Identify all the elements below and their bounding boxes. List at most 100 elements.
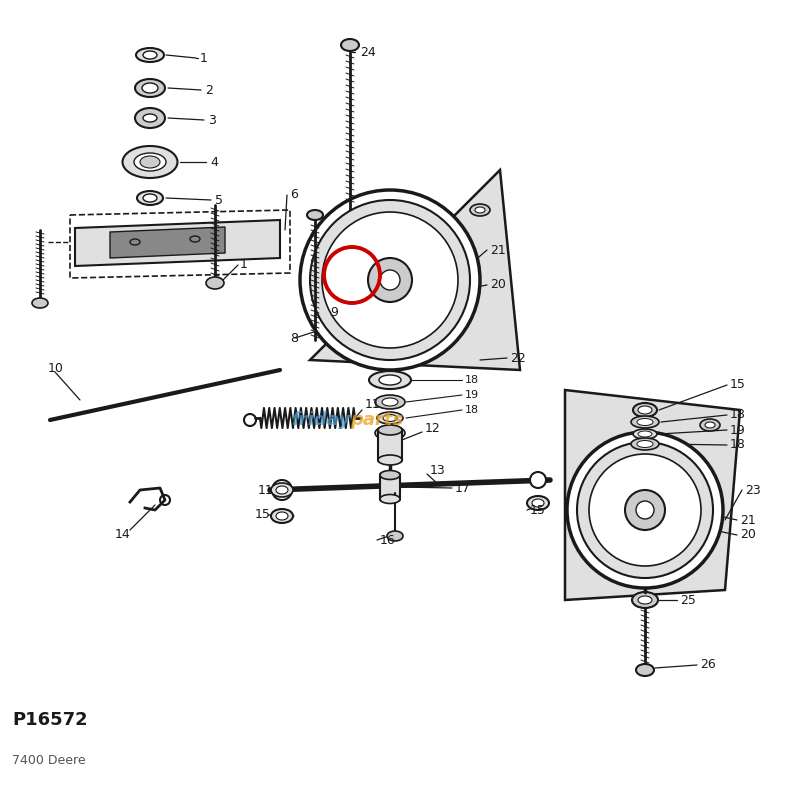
Text: 15: 15 [730, 378, 746, 391]
Ellipse shape [142, 83, 158, 93]
Ellipse shape [700, 419, 720, 431]
Text: 5: 5 [215, 194, 223, 206]
Ellipse shape [190, 236, 200, 242]
Ellipse shape [276, 486, 288, 494]
Ellipse shape [377, 412, 403, 424]
Polygon shape [565, 390, 740, 600]
Text: 15: 15 [530, 503, 546, 517]
Text: 19: 19 [730, 423, 746, 437]
Ellipse shape [631, 438, 659, 450]
Ellipse shape [130, 239, 140, 245]
Circle shape [300, 190, 480, 370]
Ellipse shape [527, 496, 549, 510]
Circle shape [636, 501, 654, 519]
Text: 19: 19 [465, 390, 479, 400]
Text: 11: 11 [365, 398, 381, 411]
Ellipse shape [137, 191, 163, 205]
Text: 4: 4 [210, 155, 218, 169]
Circle shape [567, 432, 723, 588]
Text: 12: 12 [425, 422, 441, 434]
Ellipse shape [705, 422, 715, 428]
Text: 1: 1 [200, 51, 208, 65]
Ellipse shape [637, 441, 653, 447]
Text: 20: 20 [740, 529, 756, 542]
Ellipse shape [378, 455, 402, 465]
Ellipse shape [532, 499, 544, 507]
Ellipse shape [380, 470, 400, 479]
Text: 10: 10 [48, 362, 64, 374]
Ellipse shape [633, 429, 657, 439]
Text: 7400 Deere: 7400 Deere [12, 754, 86, 766]
Polygon shape [310, 170, 520, 370]
Text: 3: 3 [208, 114, 216, 126]
Ellipse shape [383, 414, 397, 422]
Circle shape [380, 270, 400, 290]
Ellipse shape [134, 153, 166, 171]
Ellipse shape [382, 429, 398, 437]
Text: friday: friday [291, 411, 350, 429]
Ellipse shape [633, 403, 657, 417]
Ellipse shape [631, 416, 659, 428]
Ellipse shape [307, 210, 323, 220]
Ellipse shape [271, 483, 293, 497]
Circle shape [589, 454, 701, 566]
Ellipse shape [632, 592, 658, 608]
Ellipse shape [379, 375, 401, 385]
Ellipse shape [475, 207, 485, 213]
Text: 2: 2 [205, 83, 213, 97]
Ellipse shape [638, 431, 652, 437]
Circle shape [322, 212, 458, 348]
Circle shape [577, 442, 713, 578]
Text: 25: 25 [680, 594, 696, 606]
Text: 1: 1 [240, 258, 248, 271]
Text: 17: 17 [455, 482, 471, 494]
Text: 21: 21 [490, 243, 506, 257]
Ellipse shape [136, 48, 164, 62]
Text: 18: 18 [465, 375, 479, 385]
Text: 18: 18 [465, 405, 479, 415]
Ellipse shape [276, 512, 288, 520]
Polygon shape [75, 220, 280, 266]
Text: 8: 8 [290, 331, 298, 345]
Text: 18: 18 [730, 409, 746, 422]
FancyBboxPatch shape [378, 428, 402, 462]
Text: parts: parts [350, 411, 403, 429]
Text: 26: 26 [700, 658, 716, 671]
Ellipse shape [375, 426, 405, 440]
Text: 16: 16 [380, 534, 396, 546]
Ellipse shape [122, 146, 178, 178]
Ellipse shape [135, 79, 165, 97]
Ellipse shape [375, 395, 405, 409]
Ellipse shape [636, 664, 654, 676]
Text: 24: 24 [360, 46, 376, 58]
Circle shape [310, 200, 470, 360]
Ellipse shape [380, 494, 400, 503]
Ellipse shape [143, 194, 157, 202]
Ellipse shape [638, 596, 652, 604]
FancyBboxPatch shape [380, 473, 400, 501]
Text: 15: 15 [255, 509, 271, 522]
Ellipse shape [143, 51, 157, 59]
Text: 11: 11 [258, 483, 274, 497]
Text: 20: 20 [490, 278, 506, 291]
Ellipse shape [32, 298, 48, 308]
Circle shape [530, 472, 546, 488]
Ellipse shape [369, 371, 411, 389]
Polygon shape [110, 227, 225, 258]
Text: 6: 6 [290, 189, 298, 202]
Text: 18: 18 [730, 438, 746, 451]
Text: 13: 13 [430, 463, 446, 477]
Circle shape [625, 490, 665, 530]
Ellipse shape [143, 114, 157, 122]
Text: 22: 22 [510, 351, 526, 365]
Text: P16572: P16572 [12, 711, 88, 729]
Text: 21: 21 [740, 514, 756, 526]
Ellipse shape [638, 406, 652, 414]
Circle shape [272, 480, 292, 500]
Ellipse shape [470, 204, 490, 216]
Text: 9: 9 [330, 306, 338, 318]
Ellipse shape [637, 418, 653, 426]
Ellipse shape [140, 156, 160, 168]
Ellipse shape [135, 108, 165, 128]
Ellipse shape [206, 277, 224, 289]
